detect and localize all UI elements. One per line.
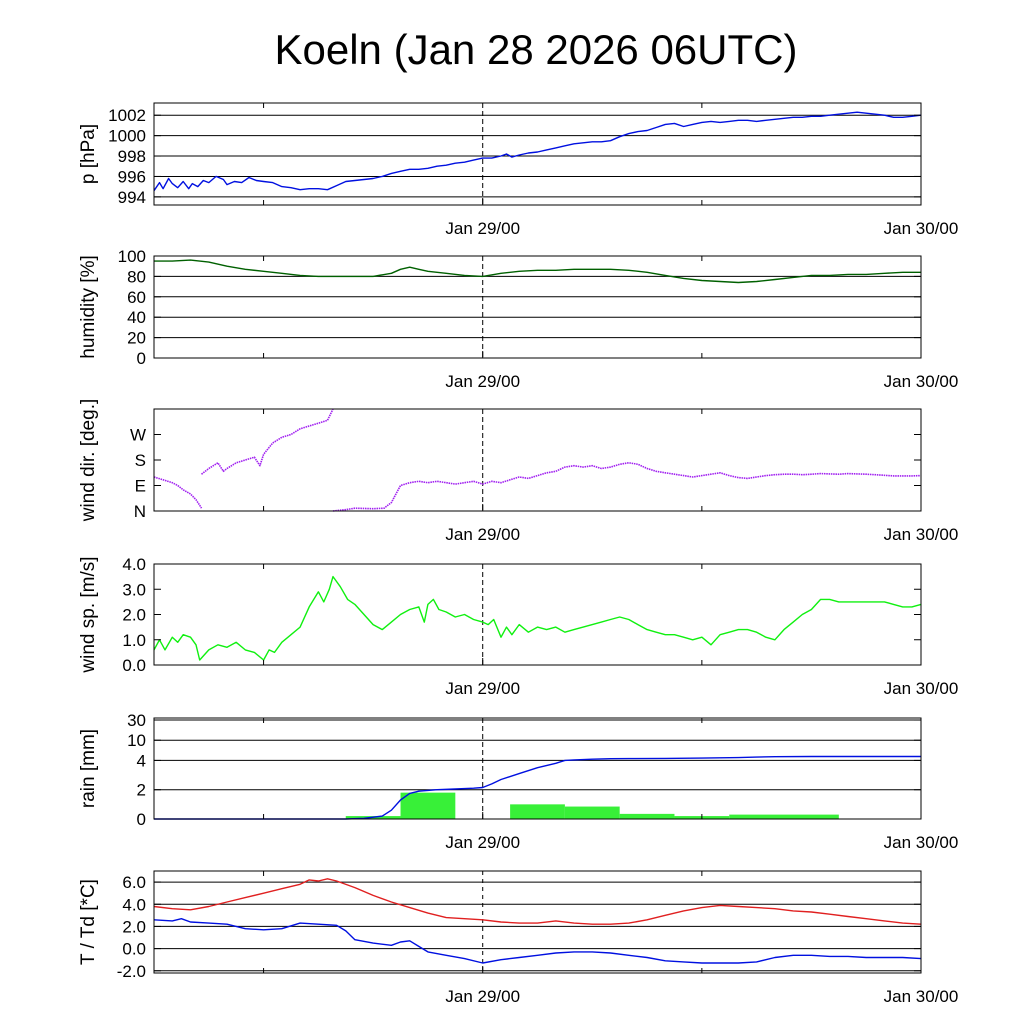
x-date-label: Jan 29/00 [445,372,520,391]
rain-bar [729,814,839,819]
y-tick-label: 3.0 [122,580,146,599]
y-axis-label: humidity [%] [78,255,99,358]
y-axis-label: rain [mm] [78,729,99,808]
x-date-label: Jan 30/00 [884,987,959,1006]
series-wind_dir_c [332,461,922,512]
plot-frame [153,408,922,512]
x-date-label: Jan 29/00 [445,987,520,1006]
series-accumulated_rain [154,755,921,820]
y-tick-label: 60 [127,288,146,307]
y-tick-label: S [135,451,146,470]
x-date-label: Jan 29/00 [445,219,520,238]
plot-frame [153,255,922,359]
y-tick-label: 0 [137,810,146,829]
x-date-label: Jan 30/00 [884,525,959,544]
chart-title: Koeln (Jan 28 2026 06UTC) [274,26,798,73]
y-axis-label: wind sp. [m/s] [78,556,99,673]
y-tick-label: 20 [127,329,146,348]
y-tick-label: 2.0 [122,917,146,936]
series-wind_dir_b [201,408,334,475]
plot-frame [153,102,922,206]
y-axis-label: wind dir. [deg.] [78,399,99,523]
panel-temperature: -2.0 0.0 2.0 4.0 6.0 Jan 29/00 Jan 30/00 T / Td… [78,870,959,1006]
y-tick-label: 1000 [108,127,146,146]
y-tick-label: 40 [127,308,146,327]
rain-bar [400,792,456,819]
y-tick-label: 996 [118,167,146,186]
x-date-label: Jan 29/00 [445,679,520,698]
y-tick-label: 4 [137,751,146,770]
y-tick-label: 4.0 [122,895,146,914]
y-tick-label: N [134,502,146,521]
rain-bar [564,806,620,819]
x-date-label: Jan 30/00 [884,219,959,238]
y-tick-label: 0 [137,349,146,368]
x-date-label: Jan 29/00 [445,833,520,852]
x-date-label: Jan 29/00 [445,525,520,544]
plot-frame [153,870,922,974]
y-tick-label: 2 [137,781,146,800]
y-tick-label: 6.0 [122,873,146,892]
y-tick-label: 994 [118,188,146,207]
series-temperature [153,878,922,925]
y-axis-label: T / Td [*C] [78,879,99,965]
x-date-label: Jan 30/00 [884,679,959,698]
y-tick-label: 2.0 [122,606,146,625]
x-date-label: Jan 30/00 [884,372,959,391]
y-tick-label: 80 [127,267,146,286]
panel-wind_speed: 0.0 1.0 2.0 3.0 4.0 Jan 29/00 Jan 30/00 wind sp… [78,555,958,698]
y-tick-label: 100 [118,247,146,266]
y-tick-label: W [130,426,146,445]
y-axis-label: p [hPa] [78,124,99,184]
series-dewpoint [153,918,922,964]
y-tick-label: 10 [127,731,146,750]
series-wind_dir_a [153,476,203,509]
y-tick-label: 30 [127,711,146,730]
rain-bar [510,804,565,819]
y-tick-label: -2.0 [117,962,146,981]
y-tick-label: 0.0 [122,940,146,959]
series-humidity [154,259,921,284]
x-date-label: Jan 30/00 [884,833,959,852]
y-tick-label: 998 [118,147,146,166]
y-tick-label: E [135,477,146,496]
series-pressure [153,111,922,192]
rain-bar [619,813,675,819]
y-tick-label: 1.0 [122,631,146,650]
y-tick-label: 0.0 [122,656,146,675]
plot-frame [153,717,922,820]
series-wind_speed [153,575,922,661]
y-tick-label: 4.0 [122,555,146,574]
y-tick-label: 1002 [108,106,146,125]
